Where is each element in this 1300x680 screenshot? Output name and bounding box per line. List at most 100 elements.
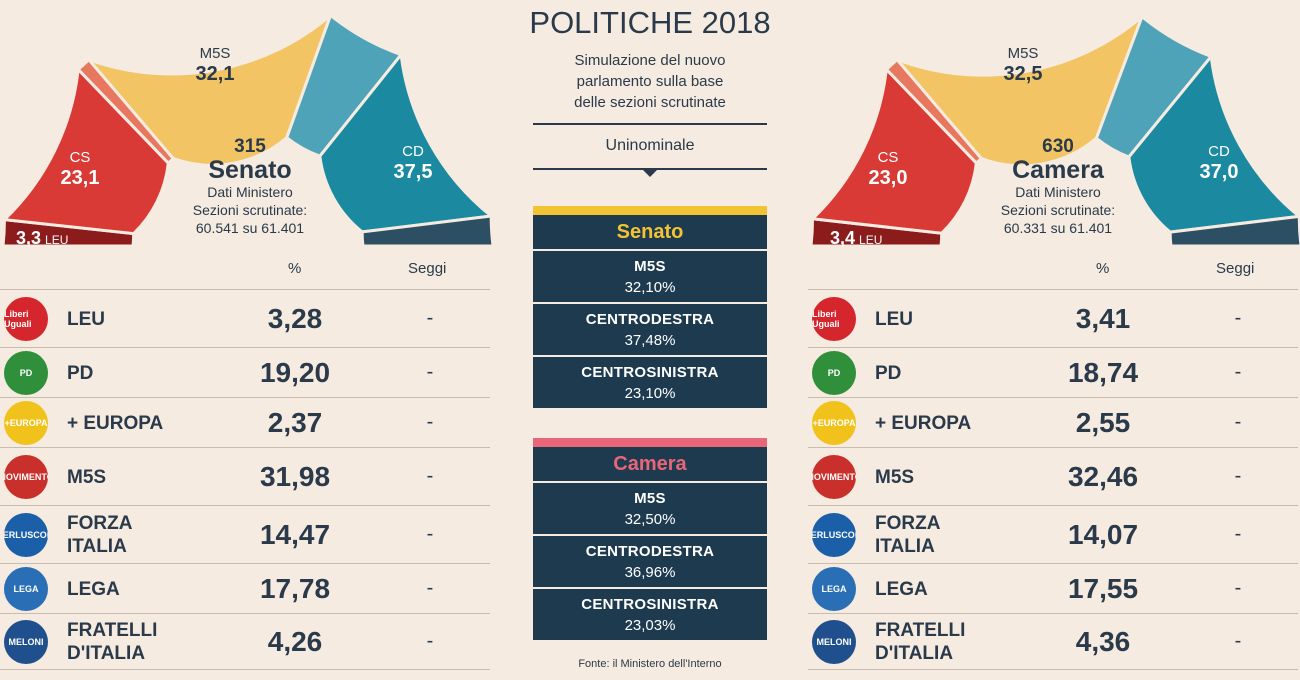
table-row: PD PD 18,74 - — [808, 348, 1298, 398]
party-name: + EUROPA — [875, 412, 972, 434]
party-name: LEGA — [67, 578, 120, 600]
party-seggi: - — [426, 630, 434, 652]
subtitle-line: Simulazione del nuovo — [574, 52, 726, 69]
camera-results-table: % Seggi Liberi Uguali LEU 3,41- PD PD 18,74- +… — [808, 258, 1298, 670]
cd-arc-segment — [1127, 52, 1300, 234]
party-seggi: - — [1234, 411, 1242, 433]
party-seggi: - — [426, 465, 434, 487]
cd-arc-segment-dark — [360, 214, 495, 248]
page-title: POLITICHE 2018 — [529, 5, 771, 40]
entry-value: 32,10% — [624, 279, 676, 296]
party-seggi: - — [1234, 361, 1242, 383]
col-seggi-header: Seggi — [1216, 260, 1255, 277]
senato-leu-arc-label: 3,3 LEU — [16, 228, 69, 248]
senato-accent-bar — [533, 206, 767, 215]
party-name: + EUROPA — [67, 412, 164, 434]
party-name: FORZA ITALIA — [67, 513, 133, 557]
camera-leu-arc-label: 3,4 LEU — [830, 228, 883, 248]
senato-m5s-arc-label: M5S 32,1 — [195, 45, 235, 85]
divider — [533, 168, 767, 170]
table-row: MELONI FRATELLI D'ITALIA 4,26 - — [0, 614, 490, 670]
pointer-triangle — [643, 170, 657, 177]
camera-info-line: Dati Ministero — [1015, 184, 1101, 200]
entry-value: 23,03% — [624, 617, 676, 634]
table-row: Liberi Uguali LEU 3,28 - — [0, 290, 490, 348]
europa-logo: +EUROPA — [4, 401, 48, 445]
pd-logo: PD — [812, 351, 856, 395]
party-pct: 17,55 — [1067, 573, 1139, 604]
party-name: PD — [875, 362, 902, 384]
m5s-arc-segment — [84, 10, 334, 167]
senato-hemicycle: 3,3 LEU CS 23,1 M5S 32,1 CD 37,5 315 Senato … — [0, 0, 500, 250]
party-name: FRATELLI D'ITALIA — [875, 620, 966, 664]
lega-logo: LEGA — [812, 567, 856, 611]
camera-box-entry: CENTRODESTRA 36,96% — [533, 534, 767, 587]
camera-info-line: 60.331 su 61.401 — [1003, 220, 1113, 236]
party-seggi: - — [426, 411, 434, 433]
table-row: MOVIMENTO M5S 31,98 - — [0, 448, 490, 506]
table-row: LEGA LEGA 17,78 - — [0, 564, 490, 614]
party-seggi: - — [1234, 630, 1242, 652]
party-name: PD — [67, 362, 94, 384]
party-pct: 4,26 — [267, 626, 323, 657]
party-pct: 3,28 — [267, 303, 323, 334]
entry-name: CENTROSINISTRA — [581, 596, 719, 613]
entry-value: 23,10% — [624, 385, 676, 402]
party-pct: 17,78 — [259, 573, 331, 604]
pd-logo: PD — [4, 351, 48, 395]
col-seggi-header: Seggi — [408, 260, 447, 277]
senato-house-title: Senato — [208, 156, 292, 184]
cs-arc-segment — [1, 66, 170, 236]
uninominale-label: Uninominale — [605, 137, 695, 154]
senato-cd-arc-label: CD 37,5 — [393, 143, 433, 183]
leu-logo: Liberi Uguali — [4, 297, 48, 341]
camera-cd-arc-label: CD 37,0 — [1199, 143, 1239, 183]
party-seggi: - — [426, 523, 434, 545]
party-seggi: - — [1234, 465, 1242, 487]
table-row: LEGA LEGA 17,55 - — [808, 564, 1298, 614]
table-row: +EUROPA + EUROPA 2,37 - — [0, 398, 490, 448]
m5s-arc-segment — [892, 11, 1146, 168]
senato-box-entry: CENTRODESTRA 37,48% — [533, 302, 767, 355]
entry-name: M5S — [634, 490, 666, 507]
camera-hemicycle: 3,4 LEU CS 23,0 M5S 32,5 CD 37,0 630 Camera … — [808, 0, 1300, 250]
source-note: Fonte: il Ministero dell'Interno — [578, 658, 722, 670]
senato-table-header: % Seggi — [0, 258, 490, 290]
camera-seats: 630 — [1042, 136, 1074, 157]
party-pct: 14,47 — [259, 519, 331, 550]
senato-info-line: Dati Ministero — [207, 184, 293, 200]
camera-box-entry: CENTROSINISTRA 23,03% — [533, 587, 767, 640]
table-row: MOVIMENTO M5S 32,46 - — [808, 448, 1298, 506]
party-name: M5S — [875, 466, 915, 488]
lega-logo: LEGA — [4, 567, 48, 611]
subtitle-line: parlamento sulla base — [576, 73, 724, 90]
senato-results-table: % Seggi Liberi Uguali LEU 3,28- PD PD 19,20- +… — [0, 258, 490, 670]
camera-box-title: Camera — [613, 453, 687, 475]
senato-info-line: 60.541 su 61.401 — [195, 220, 305, 236]
m5s-logo: MOVIMENTO — [812, 455, 856, 499]
senato-center-info: 315 Senato Dati Ministero Sezioni scruti… — [170, 136, 330, 237]
m5s-logo: MOVIMENTO — [4, 455, 48, 499]
party-name: LEU — [875, 308, 913, 330]
europa-logo: +EUROPA — [812, 401, 856, 445]
table-row: PD PD 19,20 - — [0, 348, 490, 398]
party-name: LEGA — [875, 578, 928, 600]
entry-name: CENTRODESTRA — [585, 543, 715, 560]
party-pct: 18,74 — [1067, 357, 1139, 388]
senato-box-entry: M5S 32,10% — [533, 249, 767, 302]
party-pct: 32,46 — [1067, 461, 1139, 492]
camera-table-rows: Liberi Uguali LEU 3,41 - PD PD 18,74 - +EUROPA + … — [808, 290, 1298, 670]
party-pct: 31,98 — [259, 461, 331, 492]
fi-logo: BERLUSCONI — [812, 513, 856, 557]
table-row: Liberi Uguali LEU 3,41 - — [808, 290, 1298, 348]
entry-name: M5S — [634, 258, 666, 275]
party-name: M5S — [67, 466, 107, 488]
camera-house-title: Camera — [1012, 156, 1104, 184]
party-pct: 2,55 — [1075, 407, 1131, 438]
camera-info-line: Sezioni scrutinate: — [1000, 202, 1116, 218]
entry-value: 37,48% — [624, 332, 676, 349]
cs-arc-segment — [809, 65, 978, 235]
subtitle: Simulazione del nuovo parlamento sulla b… — [533, 50, 767, 113]
